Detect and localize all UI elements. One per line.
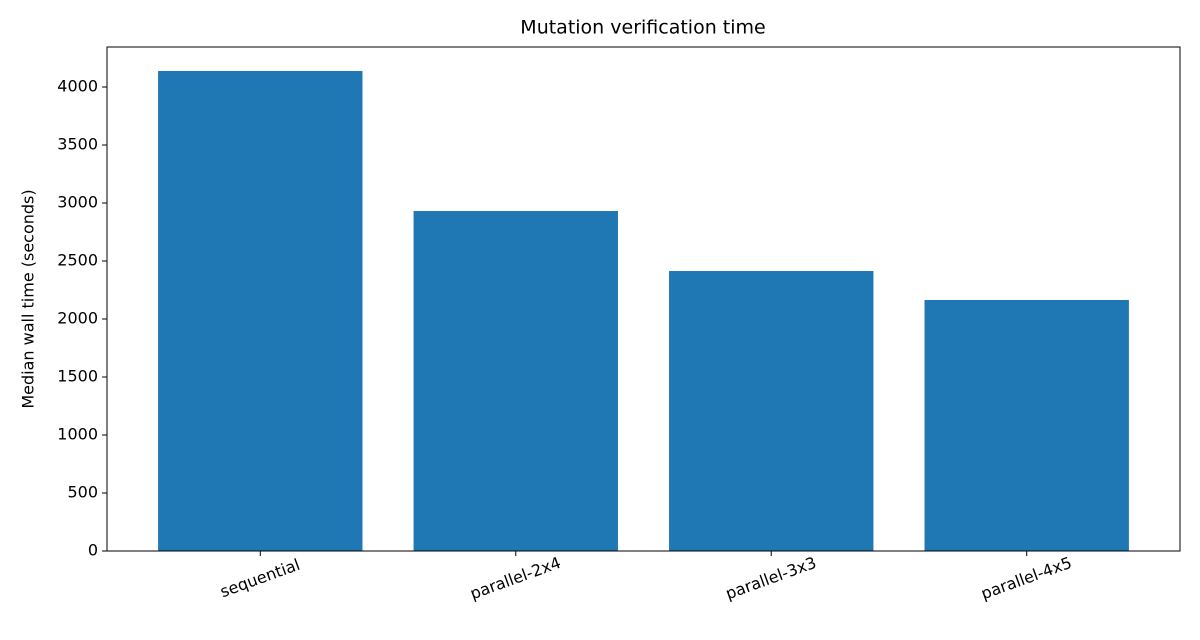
y-tick-label: 2500 <box>57 251 98 270</box>
bar <box>413 211 618 551</box>
chart-title: Mutation verification time <box>520 17 765 39</box>
y-tick-label: 1500 <box>57 367 98 386</box>
y-tick-label: 4000 <box>57 77 98 96</box>
y-tick-label: 500 <box>67 483 98 502</box>
bar <box>924 299 1129 551</box>
y-axis-label: Median wall time (seconds) <box>19 189 38 408</box>
x-tick-label: sequential <box>217 555 302 601</box>
x-tick-label: parallel-2x4 <box>467 553 563 603</box>
y-tick-label: 1000 <box>57 425 98 444</box>
bar <box>158 71 363 551</box>
y-tick-label: 3000 <box>57 193 98 212</box>
y-tick-label: 3500 <box>57 135 98 154</box>
x-tick-label: parallel-3x3 <box>723 553 819 603</box>
y-tick-label: 0 <box>88 541 98 560</box>
plot-frame <box>106 46 1181 552</box>
bar <box>669 270 874 551</box>
y-tick-label: 2000 <box>57 309 98 328</box>
x-tick-label: parallel-4x5 <box>978 553 1074 603</box>
